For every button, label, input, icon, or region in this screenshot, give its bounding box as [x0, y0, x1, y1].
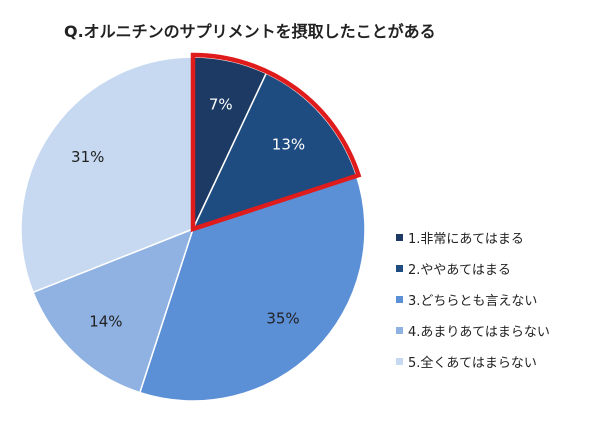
slice-label-2: 13%: [272, 135, 305, 153]
legend-item-1: 1.非常にあてはまる: [396, 222, 550, 253]
highlight-outline: [190, 52, 362, 233]
pie-slice-3: [138, 174, 366, 402]
legend-swatch: [396, 234, 403, 241]
pie-labels: 7% 13% 35% 14% 31%: [71, 95, 305, 330]
legend-item-3: 3.どちらとも言えない: [396, 284, 550, 315]
legend-label: 2.ややあてはまる: [408, 263, 511, 278]
legend-swatch: [396, 358, 403, 365]
legend-item-5: 5.全くあてはまらない: [396, 346, 550, 377]
legend: 1.非常にあてはまる 2.ややあてはまる 3.どちらとも言えない 4.あまりあてはまら…: [396, 222, 550, 377]
pie-slice-4: [32, 227, 195, 394]
legend-swatch: [396, 265, 403, 272]
legend-swatch: [396, 327, 403, 334]
pie-slice-5: [20, 56, 194, 294]
slice-label-5: 31%: [71, 148, 104, 166]
slice-label-1: 7%: [209, 95, 233, 113]
chart-title: Q.オルニチンのサプリメントを摂取したことがある: [64, 22, 436, 41]
legend-item-4: 4.あまりあてはまらない: [396, 315, 550, 346]
legend-label: 3.どちらとも言えない: [408, 294, 538, 309]
legend-swatch: [396, 296, 403, 303]
slice-label-4: 14%: [89, 312, 122, 330]
slice-label-3: 35%: [266, 310, 299, 328]
legend-label: 4.あまりあてはまらない: [408, 325, 550, 340]
legend-label: 1.非常にあてはまる: [408, 232, 524, 247]
pie-slices: [20, 56, 366, 402]
legend-label: 5.全くあてはまらない: [408, 356, 537, 371]
legend-item-2: 2.ややあてはまる: [396, 253, 550, 284]
